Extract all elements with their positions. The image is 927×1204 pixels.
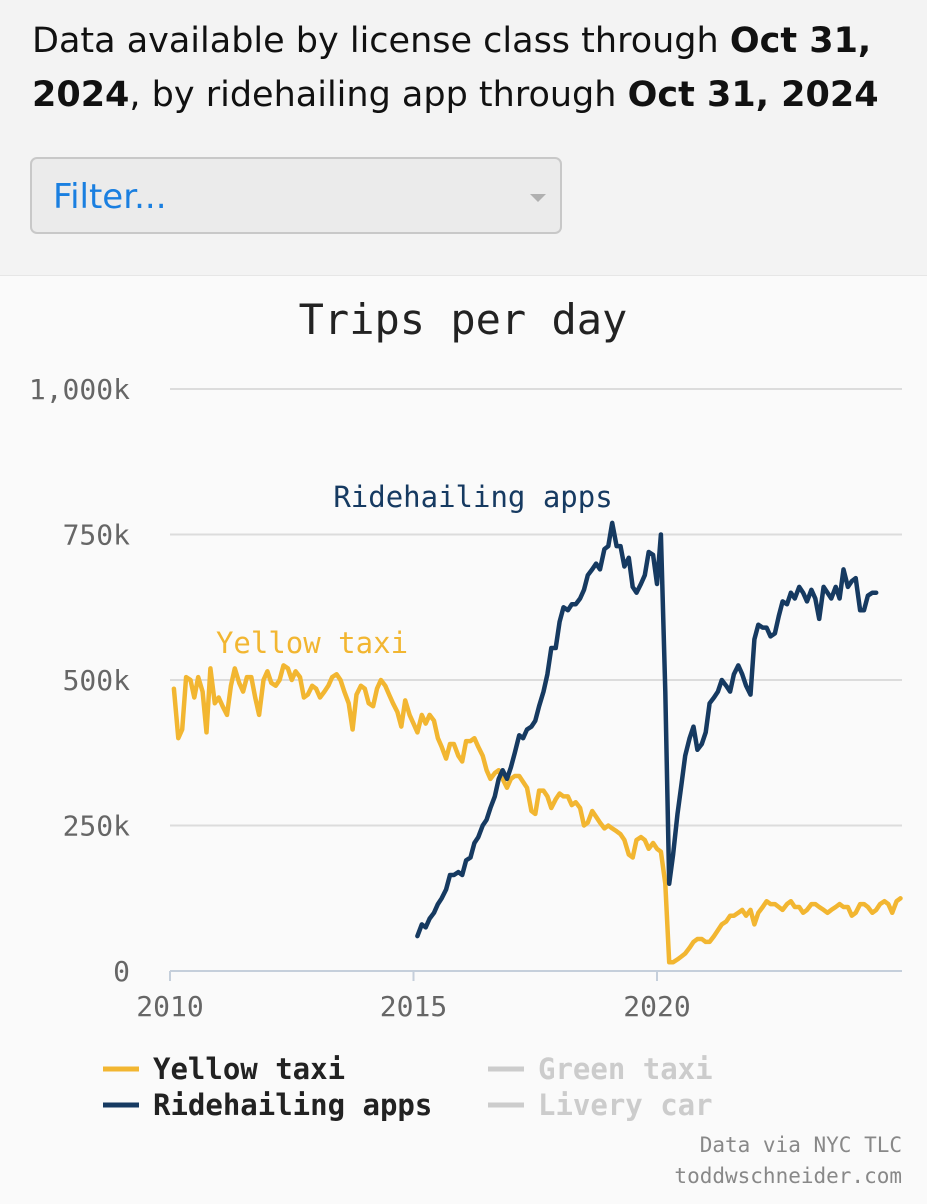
y-tick-label: 500k	[63, 664, 131, 697]
x-tick-label: 2020	[623, 990, 690, 1023]
legend-item-green-taxi[interactable]: Green taxi	[488, 1052, 713, 1086]
legend-label: Ridehailing apps	[153, 1088, 432, 1122]
ridehailing-app-date: Oct 31, 2024	[627, 75, 879, 115]
series-labels: Yellow taxi Ridehailing apps	[216, 480, 613, 660]
x-axis: 2010 2015 2020	[136, 970, 902, 1023]
legend-label: Green taxi	[538, 1052, 713, 1086]
legend-item-yellow-taxi[interactable]: Yellow taxi	[103, 1052, 345, 1086]
legend-label: Livery car	[538, 1088, 713, 1122]
chart-title: Trips per day	[299, 295, 628, 344]
chevron-down-icon	[530, 194, 546, 202]
y-tick-label: 0	[113, 955, 130, 988]
ridehailing-apps-line	[415, 520, 879, 939]
filter-dropdown[interactable]: Filter...	[30, 157, 562, 234]
data-availability-text: Data available by license class through …	[32, 14, 902, 122]
headline-middle: , by ridehailing app through	[129, 75, 628, 115]
series-lines	[171, 520, 903, 965]
y-tick-label: 750k	[63, 519, 131, 552]
headline-prefix: Data available by license class through	[32, 21, 730, 61]
y-tick-label: 250k	[63, 810, 131, 843]
y-axis: 0 250k 500k 750k 1,000k	[29, 373, 130, 988]
grid-lines	[170, 388, 902, 827]
yellow-taxi-line	[171, 663, 903, 965]
credit-line-1: Data via NYC TLC	[700, 1133, 902, 1157]
filter-placeholder: Filter...	[53, 177, 167, 217]
legend-item-livery-car[interactable]: Livery car	[488, 1088, 713, 1122]
legend-item-ridehailing-apps[interactable]: Ridehailing apps	[103, 1088, 432, 1122]
credit-line-2: toddwschneider.com	[674, 1164, 902, 1188]
license-class-date: Oct 31, 2024	[32, 21, 872, 115]
x-tick-label: 2010	[136, 990, 203, 1023]
y-tick-label: 1,000k	[29, 373, 130, 406]
chart-container: Trips per day 0 250k 500k 750k 1,000k 2010 20…	[0, 276, 927, 1200]
ridehailing-apps-series-label: Ridehailing apps	[333, 480, 612, 514]
x-tick-label: 2015	[380, 990, 447, 1023]
header-panel: Data available by license class through …	[0, 0, 927, 276]
yellow-taxi-series-label: Yellow taxi	[216, 626, 408, 660]
legend-label: Yellow taxi	[153, 1052, 345, 1086]
